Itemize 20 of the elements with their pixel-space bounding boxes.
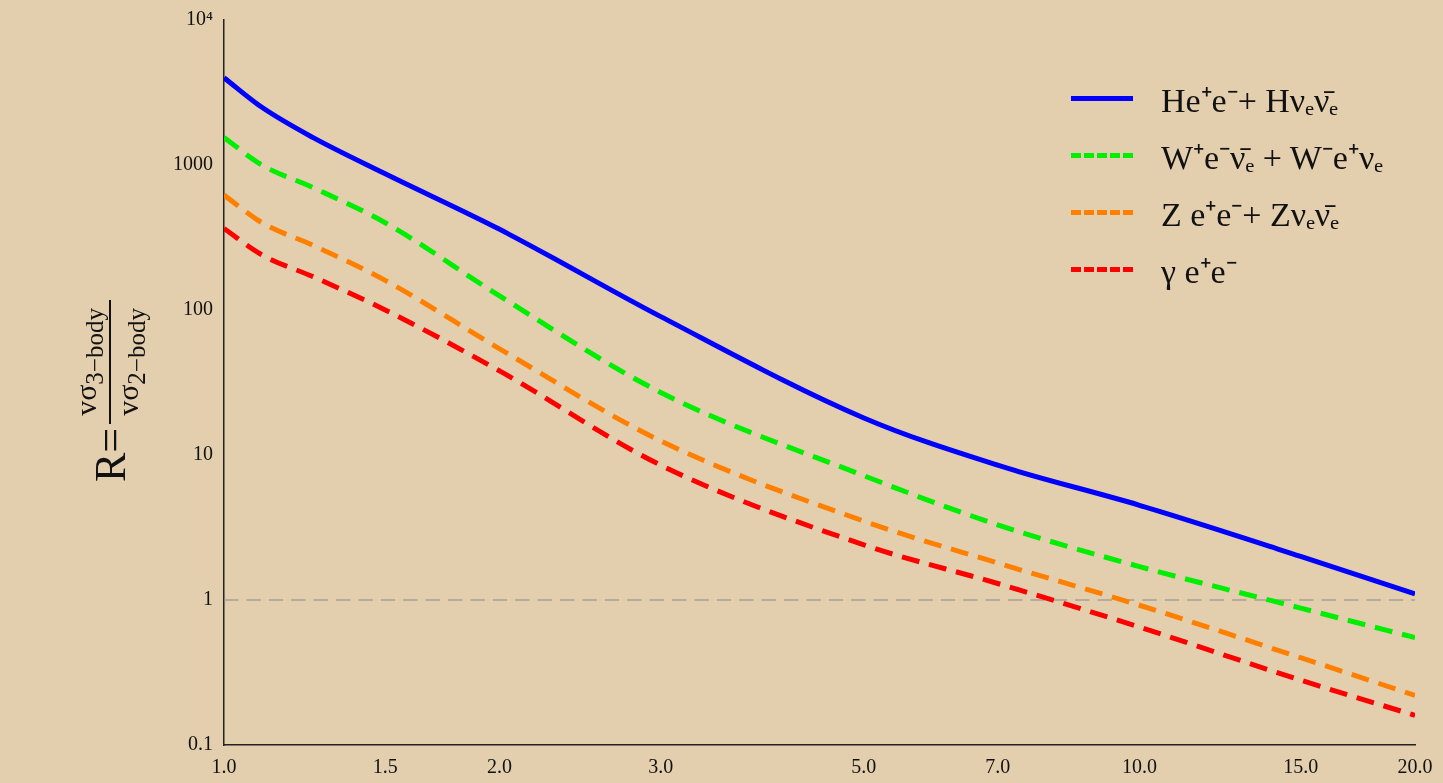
y-tick-label: 0.1: [188, 732, 213, 755]
legend-label: W⁺e⁻ν̄ₑ + W⁻e⁺νₑ: [1160, 137, 1383, 178]
x-tick-label: 5.0: [851, 755, 877, 778]
x-tick-label: 20.0: [1397, 755, 1433, 778]
y-tick-label: 1000: [173, 152, 213, 175]
legend-label: He⁺e⁻+ Hνₑν̄ₑ: [1160, 80, 1339, 121]
y-tick-label: 1: [203, 587, 213, 610]
x-tick-label: 15.0: [1283, 755, 1319, 778]
y-tick-label: 10: [193, 442, 213, 465]
legend-label: Z e⁺e⁻+ Zνₑν̄ₑ: [1160, 194, 1339, 235]
y-tick-label: 100: [183, 297, 213, 320]
x-tick-label: 7.0: [985, 755, 1011, 778]
x-tick-label: 3.0: [648, 755, 674, 778]
x-tick-label: 2.0: [487, 755, 513, 778]
x-tick-label: 1.0: [211, 755, 237, 778]
y-tick-label: 10⁴: [186, 7, 214, 30]
legend-label: γ e⁺e⁻: [1160, 251, 1237, 292]
x-tick-label: 1.5: [372, 755, 398, 778]
y-axis-title: R=: [84, 427, 136, 482]
x-tick-label: 10.0: [1121, 755, 1157, 778]
